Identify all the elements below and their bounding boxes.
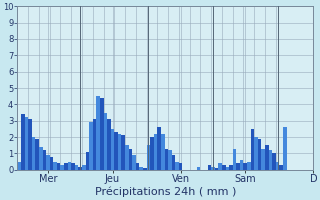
X-axis label: Précipitations 24h ( mm ): Précipitations 24h ( mm )	[95, 187, 236, 197]
Bar	[147, 145, 150, 170]
Bar	[93, 119, 96, 170]
Bar	[247, 162, 251, 170]
Bar	[268, 150, 272, 170]
Bar	[28, 119, 32, 170]
Bar	[86, 152, 89, 170]
Bar	[258, 139, 261, 170]
Bar	[25, 117, 28, 170]
Bar	[71, 163, 75, 170]
Bar	[150, 137, 154, 170]
Bar	[208, 165, 211, 170]
Bar	[236, 163, 240, 170]
Bar	[50, 157, 53, 170]
Bar	[78, 167, 82, 170]
Bar	[18, 162, 21, 170]
Bar	[96, 96, 100, 170]
Bar	[107, 119, 111, 170]
Bar	[100, 98, 104, 170]
Bar	[276, 162, 279, 170]
Bar	[157, 127, 161, 170]
Bar	[125, 145, 129, 170]
Bar	[143, 168, 147, 170]
Bar	[233, 149, 236, 170]
Bar	[261, 149, 265, 170]
Bar	[36, 139, 39, 170]
Bar	[154, 134, 157, 170]
Bar	[82, 165, 86, 170]
Bar	[64, 163, 68, 170]
Bar	[161, 134, 164, 170]
Bar	[118, 134, 122, 170]
Bar	[172, 155, 175, 170]
Bar	[175, 162, 179, 170]
Bar	[179, 163, 182, 170]
Bar	[114, 132, 118, 170]
Bar	[283, 127, 286, 170]
Bar	[111, 129, 114, 170]
Bar	[21, 114, 25, 170]
Bar	[60, 165, 64, 170]
Bar	[43, 150, 46, 170]
Bar	[75, 165, 78, 170]
Bar	[218, 163, 222, 170]
Bar	[140, 167, 143, 170]
Bar	[164, 149, 168, 170]
Bar	[229, 165, 233, 170]
Bar	[168, 150, 172, 170]
Bar	[222, 165, 226, 170]
Bar	[272, 153, 276, 170]
Bar	[265, 145, 268, 170]
Bar	[32, 137, 36, 170]
Bar	[89, 122, 93, 170]
Bar	[226, 167, 229, 170]
Bar	[136, 163, 140, 170]
Bar	[132, 155, 136, 170]
Bar	[197, 167, 200, 170]
Bar	[104, 113, 107, 170]
Bar	[240, 160, 244, 170]
Bar	[68, 162, 71, 170]
Bar	[57, 163, 60, 170]
Bar	[211, 167, 215, 170]
Bar	[39, 147, 43, 170]
Bar	[122, 135, 125, 170]
Bar	[254, 137, 258, 170]
Bar	[244, 163, 247, 170]
Bar	[46, 155, 50, 170]
Bar	[129, 149, 132, 170]
Bar	[215, 168, 218, 170]
Bar	[279, 165, 283, 170]
Bar	[53, 162, 57, 170]
Bar	[251, 129, 254, 170]
